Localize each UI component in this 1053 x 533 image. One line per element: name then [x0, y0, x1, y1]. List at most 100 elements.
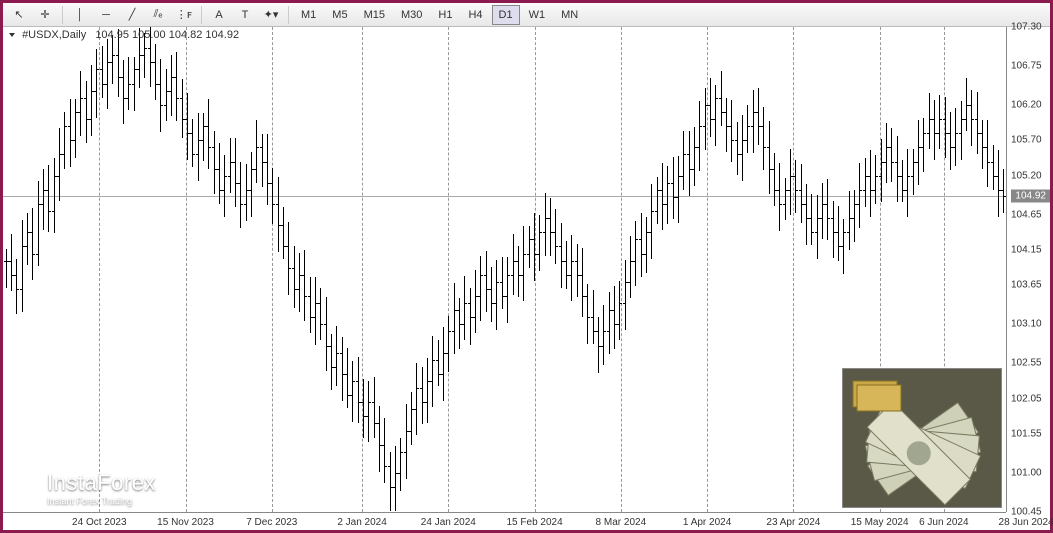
dropdown-icon[interactable]: [9, 33, 15, 37]
ohlc-bar: [870, 150, 871, 217]
shapes-icon[interactable]: ✦▾: [259, 5, 283, 25]
ohlc-bar: [251, 152, 252, 217]
ohlc-bar: [224, 155, 225, 217]
x-tick: 8 Mar 2024: [596, 517, 647, 528]
ohlc-bar: [342, 337, 343, 401]
ohlc-bar: [614, 286, 615, 350]
ohlc-bar: [753, 90, 754, 153]
ohlc-bar: [859, 163, 860, 228]
ohlc-bar: [358, 357, 359, 422]
grid-vline: [272, 27, 273, 512]
ohlc-bar: [721, 71, 722, 127]
timeframe-h4[interactable]: H4: [461, 5, 489, 25]
y-tick: 106.75: [1011, 60, 1042, 71]
ohlc-bar: [657, 177, 658, 223]
ohlc-bar: [32, 208, 33, 280]
ohlc-bar: [59, 128, 60, 202]
ohlc-bar: [96, 49, 97, 118]
cursor-icon[interactable]: ↖: [7, 5, 31, 25]
ohlc-bar: [91, 65, 92, 136]
timeframe-m30[interactable]: M30: [394, 5, 429, 25]
app-frame: ↖✛ │─╱⫽ₑ⋮ꜰ AT✦▾ M1M5M15M30H1H4D1W1MN #USDX,…: [0, 0, 1053, 533]
ohlc-bar: [182, 79, 183, 138]
ohlc-bar: [705, 88, 706, 150]
ohlc-bar: [630, 236, 631, 298]
ohlc-bar: [214, 131, 215, 195]
timeframe-m15[interactable]: M15: [357, 5, 392, 25]
x-tick: 24 Oct 2023: [72, 517, 126, 528]
ohlc-bar: [64, 112, 65, 169]
x-tick: 23 Apr 2024: [766, 517, 820, 528]
ohlc-bar: [934, 100, 935, 160]
crosshair-icon[interactable]: ✛: [33, 5, 57, 25]
ohlc-bar: [881, 139, 882, 202]
ohlc-bar: [715, 85, 716, 147]
ohlc-bar: [448, 316, 449, 372]
ohlc-bar: [747, 105, 748, 153]
ohlc-bar: [598, 317, 599, 373]
ohlc-bar: [523, 226, 524, 300]
equidistant-icon[interactable]: ⫽ₑ: [146, 5, 170, 25]
timeframe-w1[interactable]: W1: [522, 5, 553, 25]
ohlc-bar: [475, 270, 476, 333]
x-tick: 7 Dec 2023: [246, 517, 297, 528]
ohlc-bar: [977, 92, 978, 154]
vline-icon[interactable]: │: [68, 5, 92, 25]
ohlc-bar: [593, 290, 594, 344]
timeframe-m1[interactable]: M1: [294, 5, 323, 25]
y-tick: 100.45: [1011, 507, 1042, 518]
ohlc-bar: [897, 136, 898, 203]
label-icon[interactable]: T: [233, 5, 257, 25]
timeframe-m5[interactable]: M5: [325, 5, 354, 25]
ohlc-bar: [107, 39, 108, 110]
ohlc-bar: [710, 78, 711, 137]
ohlc-bar: [603, 305, 604, 364]
ohlc-bar: [208, 99, 209, 169]
ohlc-bar: [219, 143, 220, 204]
ohlc-bar: [987, 120, 988, 187]
ohlc-bar: [843, 219, 844, 274]
ohlc-bar: [235, 138, 236, 207]
timeframe-mn[interactable]: MN: [554, 5, 585, 25]
ohlc-bar: [443, 327, 444, 401]
ohlc-bar: [262, 134, 263, 187]
ohlc-bar: [432, 336, 433, 408]
ohlc-bar: [689, 131, 690, 196]
grid-vline: [448, 27, 449, 512]
x-tick: 6 Jun 2024: [919, 517, 969, 528]
ohlc-bar: [587, 284, 588, 344]
y-tick: 101.55: [1011, 429, 1042, 440]
ohlc-bar: [411, 392, 412, 445]
ohlc-bar: [102, 46, 103, 97]
ohlc-bar: [256, 120, 257, 182]
ohlc-bar: [198, 113, 199, 181]
ohlc-bar: [464, 276, 465, 340]
ohlc-bar: [379, 406, 380, 472]
ohlc-bar: [785, 178, 786, 220]
fibo-icon[interactable]: ⋮ꜰ: [172, 5, 196, 25]
ohlc-bar: [641, 213, 642, 277]
ohlc-bar: [70, 99, 71, 168]
ohlc-bar: [203, 113, 204, 160]
x-tick: 1 Apr 2024: [683, 517, 731, 528]
ohlc-bar: [384, 418, 385, 483]
trendline-icon[interactable]: ╱: [120, 5, 144, 25]
ohlc-bar: [166, 69, 167, 121]
timeframe-d1[interactable]: D1: [492, 5, 520, 25]
chart-area: #USDX,Daily 104.95 105.00 104.82 104.92 …: [3, 27, 1050, 530]
ohlc-bar: [817, 195, 818, 258]
ohlc-bar: [673, 157, 674, 219]
text-icon[interactable]: A: [207, 5, 231, 25]
ohlc-bar: [582, 248, 583, 317]
ohlc-bar: [395, 446, 396, 511]
ohlc-bar: [480, 256, 481, 321]
ohlc-bar: [758, 88, 759, 145]
hline-icon[interactable]: ─: [94, 5, 118, 25]
y-tick: 102.55: [1011, 358, 1042, 369]
ohlc-bar: [737, 122, 738, 175]
grid-vline: [793, 27, 794, 512]
y-tick: 104.65: [1011, 209, 1042, 220]
timeframe-h1[interactable]: H1: [431, 5, 459, 25]
ohlc-bar: [699, 101, 700, 172]
ohlc-bar: [310, 277, 311, 333]
